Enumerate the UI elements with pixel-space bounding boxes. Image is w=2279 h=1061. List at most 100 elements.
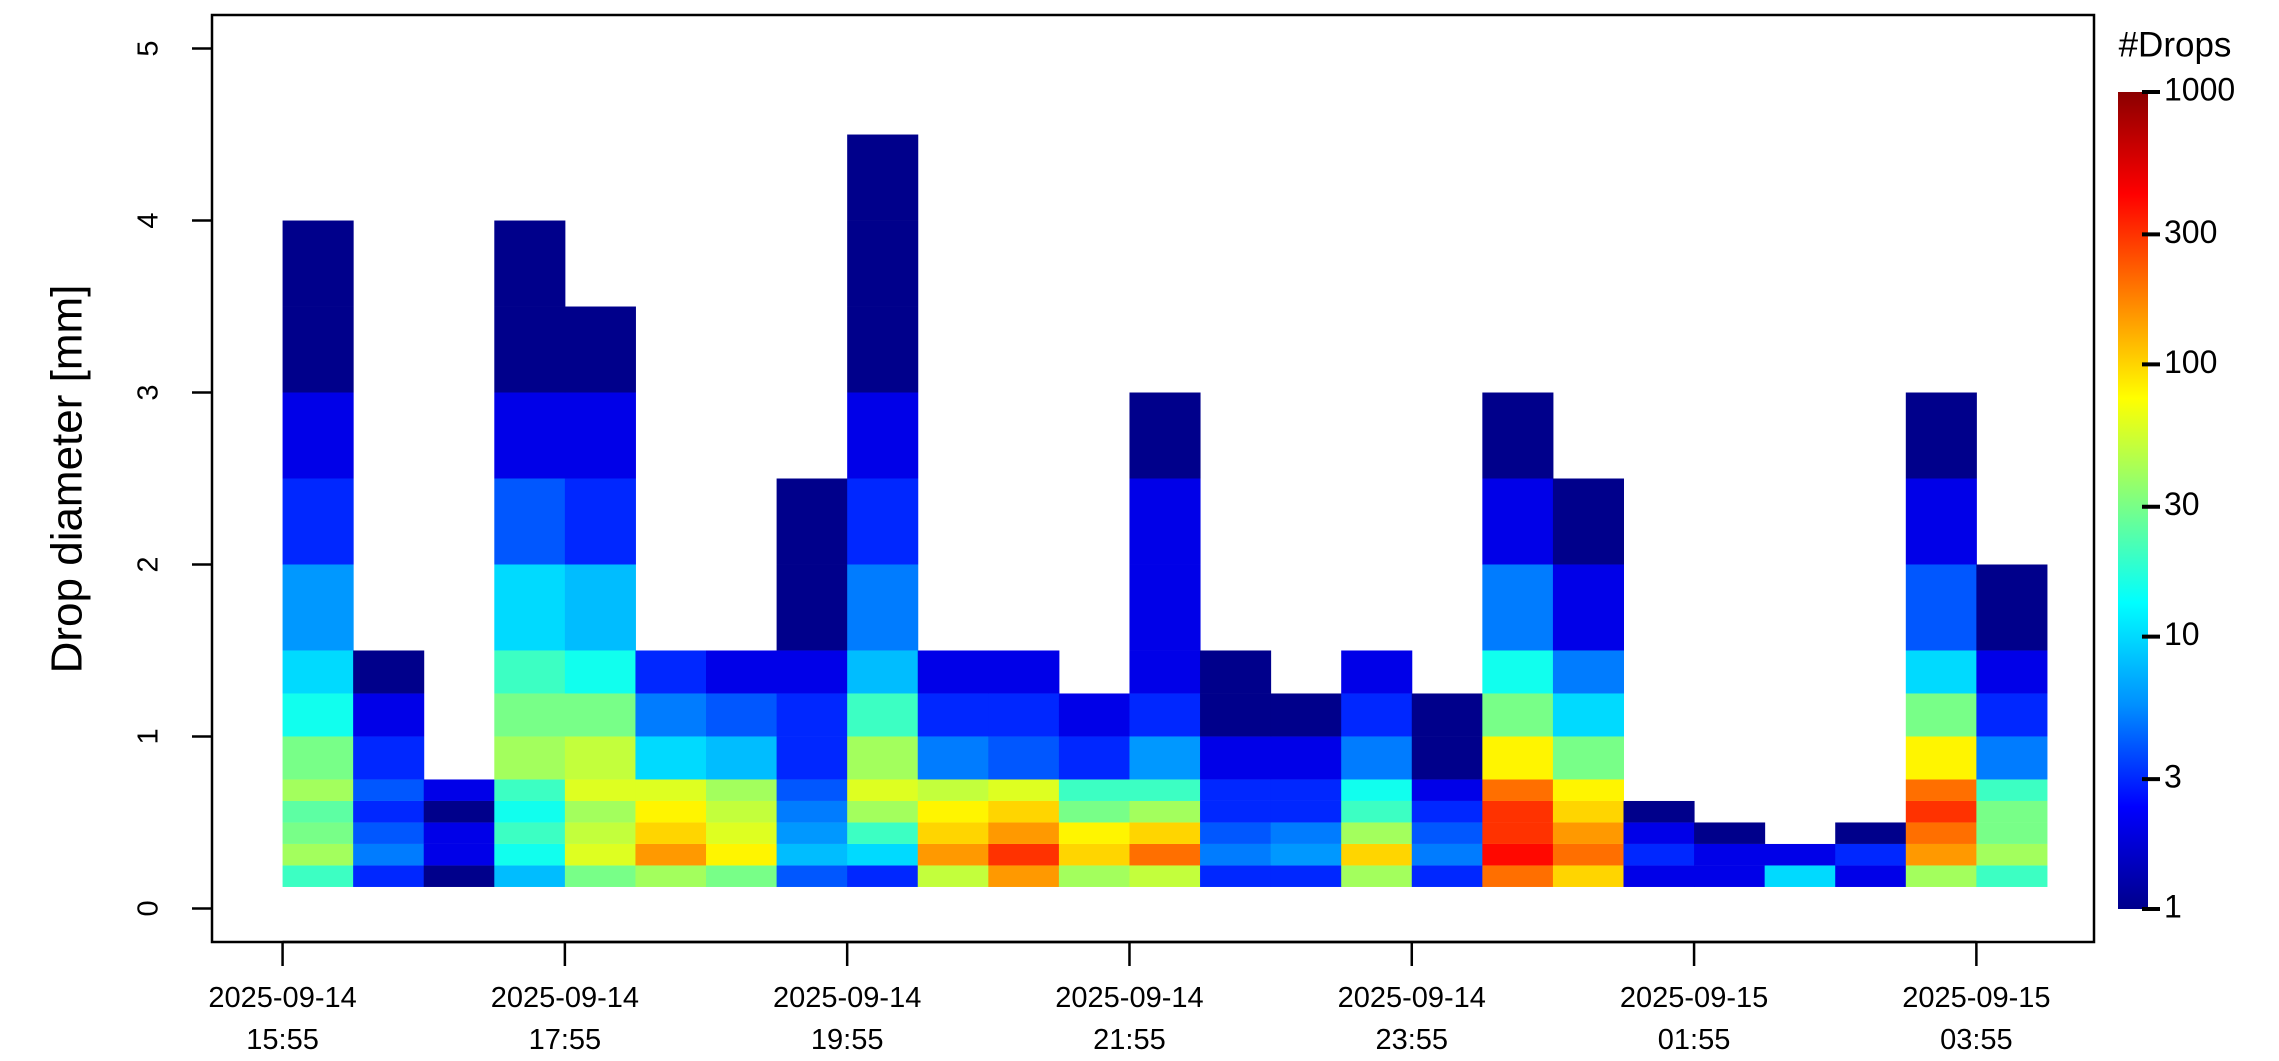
y-tick-label: 5 [133,40,165,56]
heatmap-cell [1482,693,1554,737]
heatmap-cell [1129,478,1201,565]
heatmap-cell [423,843,495,866]
heatmap-cell [847,736,919,780]
heatmap-cell [353,843,425,866]
heatmap-cell [988,865,1060,887]
heatmap-cell [917,693,989,737]
heatmap-cell [917,865,989,887]
heatmap-cell [494,693,566,737]
heatmap-cell [917,800,989,823]
heatmap-cell [1200,779,1272,801]
heatmap-cell [1552,650,1624,694]
heatmap-cell [635,843,707,866]
heatmap-cell [1482,843,1554,866]
heatmap-cell [494,779,566,801]
heatmap-cell [1835,865,1907,887]
heatmap-cell [847,220,919,307]
heatmap-cell [1058,800,1130,823]
heatmap-cell [847,392,919,479]
heatmap-cell [706,822,778,844]
heatmap-cell [917,822,989,844]
heatmap-cell [282,392,354,479]
heatmap-cell [1694,822,1766,844]
heatmap-cell [1552,843,1624,866]
heatmap-cell [635,800,707,823]
heatmap-cell [1976,843,2048,866]
colorbar-tick-label: 1000 [2164,71,2235,107]
heatmap-cell [1129,564,1201,651]
heatmap-cell [353,779,425,801]
heatmap-cell [706,843,778,866]
heatmap-cell [706,800,778,823]
heatmap-cell [635,779,707,801]
heatmap-cell [706,865,778,887]
heatmap-cell [1058,865,1130,887]
heatmap-cell [564,650,636,694]
heatmap-cell [1482,650,1554,694]
y-tick-label: 2 [133,556,165,572]
heatmap-cell [1482,392,1554,479]
heatmap-cell [1976,865,2048,887]
heatmap-cell [988,779,1060,801]
heatmap-cell [917,736,989,780]
heatmap-cell [1341,779,1413,801]
heatmap-cell [1694,843,1766,866]
heatmap-cell [1623,865,1695,887]
heatmap-cell [1976,736,2048,780]
heatmap-cell [776,736,848,780]
heatmap-cell [776,650,848,694]
heatmap-cell [1905,564,1977,651]
heatmap-cell [1129,865,1201,887]
heatmap-cell [494,564,566,651]
heatmap-cell [847,134,919,221]
heatmap-cell [1058,693,1130,737]
heatmap-cell [1411,822,1483,844]
heatmap-cell [1976,822,2048,844]
colorbar-tick-label: 1 [2164,888,2182,924]
heatmap-cell [282,478,354,565]
heatmap-cell [564,843,636,866]
heatmap-cell [1411,736,1483,780]
x-tick-label: 2025-09-15 01:55 [1619,982,1769,1056]
heatmap-cell [1905,693,1977,737]
heatmap-cell [1552,693,1624,737]
heatmap-cell [1129,650,1201,694]
heatmap-cell [1411,865,1483,887]
heatmap-cell [988,822,1060,844]
y-tick-label: 4 [133,212,165,228]
heatmap-cell [776,865,848,887]
heatmap-cell [494,843,566,866]
x-tick-label: 2025-09-15 03:55 [1902,982,2051,1056]
heatmap-cell [1411,843,1483,866]
heatmap-cell [1482,822,1554,844]
heatmap-cell [494,478,566,565]
heatmap-cell [282,220,354,307]
heatmap-cell [917,843,989,866]
heatmap-cell [917,650,989,694]
heatmap-cell [1200,693,1272,737]
heatmap-cell [494,392,566,479]
heatmap-cell [494,822,566,844]
heatmap-cell [1905,779,1977,801]
heatmap-cell [1411,779,1483,801]
heatmap-cell [1835,822,1907,844]
heatmap-cell [423,800,495,823]
heatmap-cell [1482,779,1554,801]
heatmap-cell [988,693,1060,737]
heatmap-cell [1129,822,1201,844]
y-tick-label: 1 [133,728,165,744]
heatmap-cell [423,822,495,844]
heatmap-cell [917,779,989,801]
heatmap-cell [1270,843,1342,866]
heatmap-cell [1129,800,1201,823]
heatmap-cell [1976,650,2048,694]
heatmap-cell [564,822,636,844]
heatmap-cell [1623,800,1695,823]
heatmap-cell [494,650,566,694]
heatmap-cell [1200,650,1272,694]
heatmap-cell [706,650,778,694]
heatmap-cell [353,693,425,737]
heatmap-cell [847,306,919,393]
heatmap-cell [1976,564,2048,651]
